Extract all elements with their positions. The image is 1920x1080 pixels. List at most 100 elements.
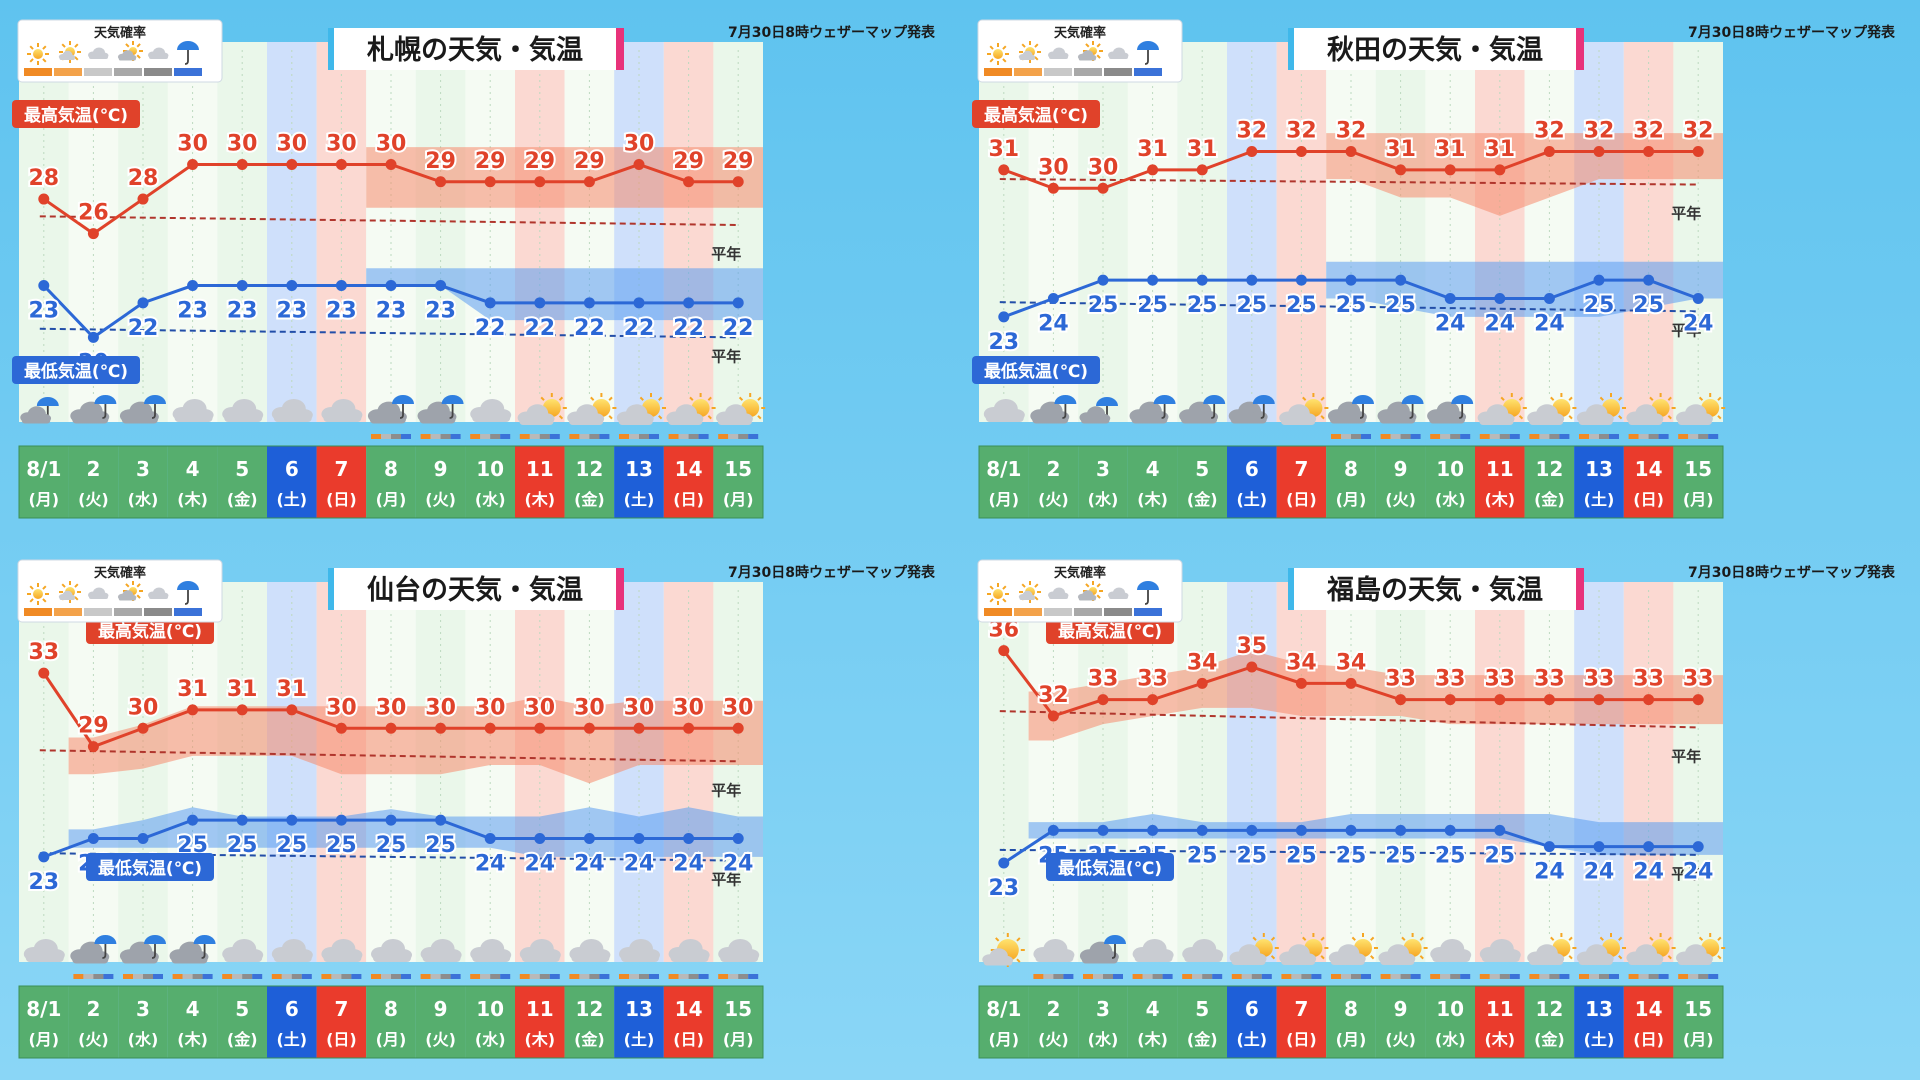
probability-bar [728, 434, 739, 439]
max-temp-value-label: 30 [475, 695, 506, 720]
date-cell [118, 986, 168, 1058]
umbrella-icon [1252, 395, 1275, 419]
umbrella-icon [1137, 581, 1159, 605]
probability-bar [1043, 974, 1054, 979]
normal-max-line [39, 749, 739, 763]
weekday-label: (金) [1187, 1030, 1218, 1049]
date-cell [1524, 986, 1575, 1058]
max-temp-point [1196, 164, 1208, 176]
probability-bar [599, 434, 610, 439]
max-temp-value-label: 34 [1336, 650, 1367, 675]
min-temp-legend-label: 最低気温(℃) [1058, 858, 1162, 879]
probability-bar [1142, 974, 1153, 979]
probability-bar [579, 434, 590, 439]
max-temp-point [1295, 677, 1307, 689]
max-temp-value-label: 34 [1187, 650, 1218, 675]
max-temp-point [683, 176, 695, 188]
min-temp-point [1692, 293, 1704, 304]
weekday-label: (日) [1286, 490, 1317, 509]
max-temp-point [385, 722, 397, 734]
min-temp-point [683, 833, 695, 844]
max-temp-value-label: 31 [1137, 137, 1168, 162]
cloud-icon [88, 47, 109, 59]
max-temp-value-label: 29 [673, 149, 704, 174]
date-label: 2 [1046, 997, 1060, 1021]
prob-legend-swatch [1134, 68, 1162, 76]
weekday-label: (月) [1683, 490, 1714, 509]
date-label: 5 [1195, 457, 1209, 481]
min-temp-point [187, 814, 199, 826]
date-label: 6 [285, 457, 299, 481]
cloud-icon [569, 939, 611, 962]
probability-bar [500, 434, 511, 439]
min-temp-value-label: 24 [624, 852, 655, 877]
probability-bar [242, 974, 253, 979]
max-temp-value-label: 33 [28, 640, 59, 665]
cloud-icon [1048, 587, 1069, 599]
date-label: 13 [625, 457, 653, 481]
max-temp-legend-label: 最高気温(℃) [1058, 621, 1162, 642]
prob-legend-swatch [1014, 68, 1042, 76]
cloud-icon [271, 939, 313, 962]
date-label: 7 [334, 997, 348, 1021]
min-temp-point [286, 814, 298, 826]
date-cell [663, 986, 714, 1058]
umbrella-icon [392, 395, 414, 419]
min-temp-legend-label: 最低気温(℃) [984, 361, 1088, 382]
max-temp-point [335, 722, 347, 734]
weekday-label: (金) [574, 1030, 605, 1049]
max-temp-point [998, 164, 1010, 176]
max-temp-point [1047, 710, 1059, 722]
probability-bar [1380, 974, 1391, 979]
max-temp-point [633, 722, 645, 734]
min-temp-point [583, 833, 595, 844]
prob-legend-box [977, 559, 1183, 623]
probability-bar [1678, 434, 1689, 439]
min-temp-point [1147, 824, 1159, 836]
probability-bar [519, 974, 530, 979]
weekday-label: (土) [624, 1030, 655, 1049]
max-temp-point [1494, 164, 1506, 176]
weekday-label: (木) [1484, 490, 1515, 509]
min-temp-value-label: 25 [376, 833, 407, 858]
cloud-icon [1279, 404, 1317, 425]
probability-bar [500, 974, 511, 979]
date-label: 5 [1195, 997, 1209, 1021]
probability-bar [1410, 974, 1421, 979]
date-cell [614, 446, 664, 518]
probability-bar [569, 974, 580, 979]
weekday-label: (月) [1336, 1030, 1367, 1049]
max-temp-point [1097, 694, 1109, 706]
probability-bar [738, 434, 749, 439]
probability-bar [619, 434, 629, 439]
date-cell [68, 986, 119, 1058]
cloud-icon [1377, 401, 1417, 424]
max-temp-value-label: 29 [574, 149, 605, 174]
date-cell [19, 986, 69, 1058]
probability-bar [589, 974, 600, 979]
probability-bar [391, 974, 401, 979]
probability-bar [728, 974, 739, 979]
normal-max-label: 平年 [711, 245, 741, 263]
cloud-icon [1108, 587, 1129, 599]
max-temp-value-label: 32 [1236, 119, 1267, 144]
sun-icon [1083, 581, 1103, 601]
probability-bar [539, 974, 550, 979]
date-cell [366, 446, 416, 518]
umbrella-icon [1104, 935, 1126, 959]
prob-legend-box [17, 19, 223, 83]
date-label: 5 [235, 457, 249, 481]
max-temp-point [484, 722, 496, 734]
cloud-icon [321, 399, 363, 422]
probability-bar [1549, 974, 1560, 979]
prob-legend-swatch [984, 608, 1012, 616]
cloud-icon [1077, 590, 1097, 601]
weekday-label: (火) [78, 1030, 109, 1049]
probability-bar [1529, 434, 1540, 439]
cloud-icon [983, 399, 1025, 422]
weekday-label: (土) [1584, 490, 1615, 509]
cloud-icon [1179, 401, 1219, 424]
date-cell [1425, 446, 1475, 518]
probability-bar [1658, 974, 1669, 979]
weekday-label: (金) [227, 1030, 258, 1049]
